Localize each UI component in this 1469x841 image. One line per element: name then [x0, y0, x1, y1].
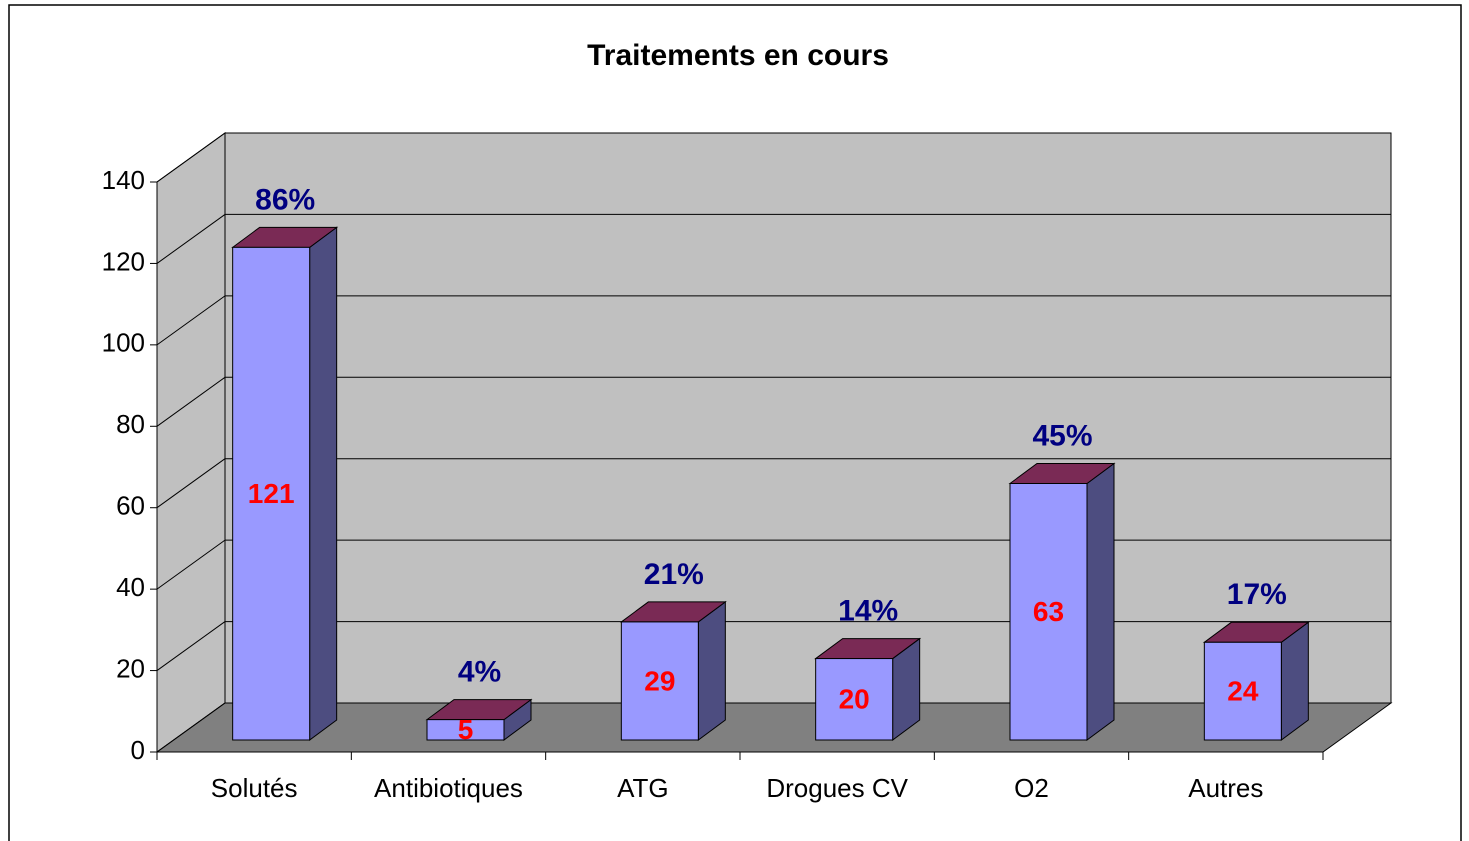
annotation: 14%: [838, 594, 898, 627]
back-wall: [224, 132, 1392, 704]
x-tick-label: O2: [1014, 773, 1049, 803]
bar-side: [1280, 621, 1309, 741]
y-tick-label: 60: [116, 491, 145, 521]
grid-line: [156, 214, 226, 264]
x-tick-label: ATG: [617, 773, 669, 803]
grid-line: [156, 132, 226, 183]
value-label: 121: [248, 478, 295, 509]
chart-title: Traitements en cours: [587, 39, 889, 72]
grid-line: [156, 376, 226, 427]
y-tick-label: 20: [116, 653, 145, 683]
y-tick-label: 0: [131, 735, 145, 765]
y-tick-label: 80: [116, 409, 145, 439]
bar: [426, 719, 505, 741]
bar: [232, 246, 311, 741]
y-tick-label: 100: [102, 328, 145, 358]
bar: [815, 658, 894, 741]
x-tick-label: Antibiotiques: [374, 773, 523, 803]
bar: [620, 621, 699, 741]
annotation: 45%: [1032, 419, 1092, 452]
y-tick-label: 120: [102, 246, 145, 276]
annotation: 17%: [1227, 578, 1287, 611]
bar-side: [697, 600, 726, 741]
y-tick-label: 40: [116, 572, 145, 602]
annotation: 21%: [644, 558, 704, 591]
bar-side: [309, 226, 338, 741]
x-tick-label: Solutés: [211, 773, 298, 803]
bar-side: [1086, 462, 1115, 741]
bar: [1009, 483, 1088, 741]
bar: [1203, 641, 1282, 741]
value-label: 20: [839, 684, 870, 715]
grid-line: [156, 621, 226, 671]
value-label: 63: [1033, 596, 1064, 627]
grid-line: [156, 702, 226, 753]
annotation: 86%: [255, 183, 315, 216]
value-label: 5: [458, 714, 474, 745]
grid-line: [156, 295, 226, 346]
x-tick-label: Autres: [1188, 773, 1263, 803]
grid-line: [156, 458, 226, 509]
annotation: 4%: [458, 656, 501, 689]
value-label: 24: [1227, 676, 1259, 707]
x-tick-label: Drogues CV: [766, 773, 908, 803]
side-wall: [156, 132, 226, 753]
grid-line: [156, 539, 226, 590]
value-label: 29: [644, 665, 675, 696]
y-tick-label: 140: [102, 165, 145, 195]
